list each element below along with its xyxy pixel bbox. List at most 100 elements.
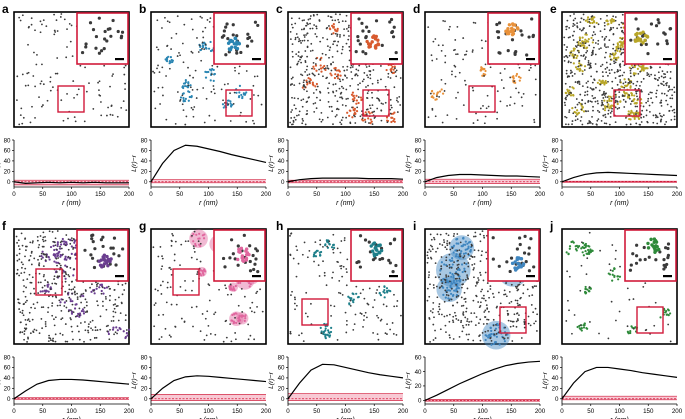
y-tick-label: 80 [4,354,11,361]
localization-point [354,313,357,316]
cluster-point [231,313,234,317]
inset-cluster-point [105,254,109,259]
localization-point [646,72,649,74]
localization-point [436,95,438,98]
cluster [39,283,53,293]
localization-point [582,18,585,21]
localization-point [652,114,655,117]
cluster-point [64,255,67,258]
cluster-point [603,109,607,112]
localization-point [448,241,451,244]
cluster-point [70,312,74,315]
localization-point [362,319,365,321]
cluster-point [336,77,340,80]
localization-point [32,331,35,334]
cluster-point [483,67,486,71]
localization-point [332,90,334,93]
inset-point [248,259,252,264]
inset-point [248,244,252,248]
localization-point [448,28,450,31]
y-tick-label: 20 [278,386,285,393]
localization-point [319,239,322,242]
localization-point [463,262,466,264]
localization-point [472,299,475,302]
cluster-point [314,85,317,88]
localization-point [661,92,663,95]
localization-point [192,245,195,248]
cluster [312,249,323,258]
localization-point [31,276,34,279]
inset-point [90,237,94,241]
localization-point [96,300,99,303]
cluster-point [179,96,183,99]
localization-point [170,244,173,247]
cluster-point [47,256,50,259]
localization-point [185,115,188,118]
localization-point [255,292,258,294]
localization-point [294,298,296,301]
cluster-point [369,122,372,125]
localization-point [456,290,459,293]
localization-point [303,19,305,22]
localization-point [68,23,71,25]
localization-point [326,245,329,248]
localization-point [80,301,83,304]
cluster-point [52,244,55,247]
y-tick-label: 60 [278,365,285,372]
localization-point [645,114,648,117]
localization-point [635,122,638,125]
localization-point [610,68,613,71]
localization-point [607,74,609,77]
inset-cluster-point [102,258,107,262]
cluster-point [633,117,636,120]
localization-point [380,78,382,81]
localization-point [506,104,508,107]
localization-point [187,66,189,69]
localization-point [71,292,74,295]
localization-point [78,307,81,310]
localization-point [229,92,231,95]
localization-point [93,337,96,339]
localization-point [327,67,330,70]
localization-point [49,288,52,291]
localization-point [473,249,476,252]
cluster-point [616,43,620,46]
localization-point [629,103,632,105]
localization-point [91,319,94,322]
cluster [204,67,216,82]
localization-point [614,101,617,103]
cluster-point [630,94,634,97]
localization-point [624,81,627,84]
cluster-point [330,74,333,77]
localization-point [337,18,340,21]
localization-point [54,316,57,319]
cluster-point [82,310,85,313]
localization-point [614,77,617,79]
localization-point [444,55,447,57]
cluster [228,282,239,293]
localization-point [260,103,263,106]
localization-point [385,305,388,308]
localization-point [336,75,338,78]
cluster-point [392,68,395,71]
localization-point [25,245,28,248]
localization-point [49,89,52,92]
localization-point [193,106,196,108]
localization-point [252,84,255,87]
localization-point [597,39,600,42]
inset-point [391,35,396,39]
localization-point [387,72,390,75]
localization-point [85,304,88,307]
localization-point [612,15,615,18]
localization-point [461,330,464,333]
scale-bar [115,58,124,61]
roi-box [35,268,63,296]
localization-point [321,118,324,121]
localization-point [53,33,56,36]
cluster [328,23,339,35]
localization-point [608,123,611,126]
inset-point [498,51,502,55]
cluster-point [450,275,453,278]
localization-point [462,256,465,259]
